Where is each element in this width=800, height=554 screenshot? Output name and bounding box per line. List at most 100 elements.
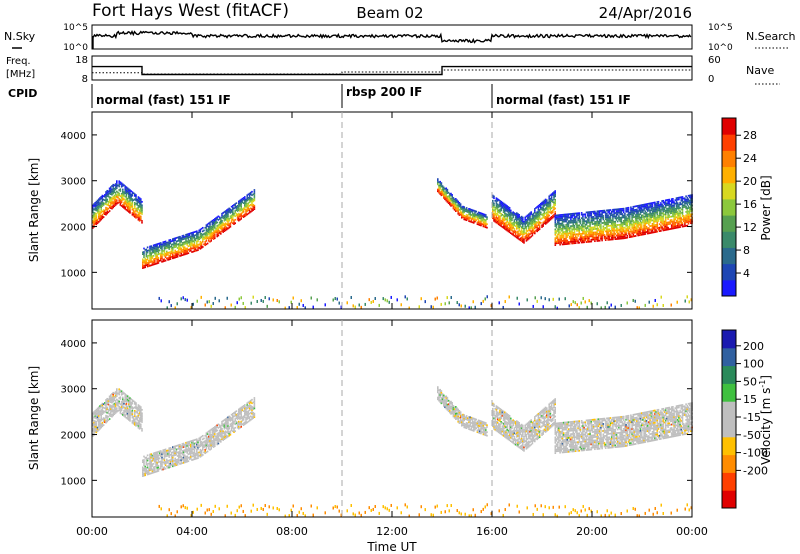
power-echo-cell xyxy=(632,205,635,208)
power-echo-cell xyxy=(134,198,136,201)
power-echo-cell xyxy=(95,218,98,220)
power-echo-cell xyxy=(598,210,601,212)
power-echo-cell xyxy=(217,232,220,235)
power-echo-cell xyxy=(657,216,660,219)
power-echo-cell xyxy=(604,227,607,229)
power-echo-cell xyxy=(687,194,690,197)
velocity-echo-cell xyxy=(136,406,138,409)
power-echo-cell xyxy=(138,204,141,206)
power-echo-cell xyxy=(514,213,517,215)
power-echo-cell xyxy=(114,197,117,199)
power-echo-cell xyxy=(138,202,141,205)
power-echo-cell xyxy=(559,224,561,227)
power-echo-cell xyxy=(517,223,519,226)
power-echo-cell xyxy=(240,212,242,215)
power-echo-cell xyxy=(572,219,575,222)
power-echo-cell xyxy=(209,225,211,227)
power-echo-cell xyxy=(600,237,602,240)
velocity-echo-cell xyxy=(114,399,117,402)
power-echo-cell xyxy=(669,210,672,213)
power-echo-cell xyxy=(520,231,523,234)
power-echo-cell xyxy=(505,228,507,231)
power-echo-cell xyxy=(621,216,624,219)
velocity-echo-cell xyxy=(113,402,116,405)
power-echo-cell xyxy=(606,214,608,217)
power-echo-cell xyxy=(648,221,650,224)
power-echo-cell xyxy=(197,249,199,251)
power-echo-cell xyxy=(154,258,156,260)
power-echo-cell xyxy=(500,202,502,205)
power-echo-cell xyxy=(146,255,149,257)
power-echo-cell xyxy=(597,239,600,242)
power-echo-cell xyxy=(634,217,637,220)
power-echo-cell xyxy=(123,191,125,194)
power-echo-cell xyxy=(202,226,204,229)
power-echo-cell xyxy=(227,213,229,216)
velocity-echo-cell xyxy=(172,456,174,459)
power-echo-cell xyxy=(208,239,210,242)
power-echo-cell xyxy=(161,243,163,246)
power-echo-cell xyxy=(681,203,684,205)
power-echo-cell xyxy=(467,216,469,219)
power-echo-cell xyxy=(516,222,518,225)
velocity-echo-cell xyxy=(143,459,145,461)
power-echo-cell xyxy=(247,209,250,211)
power-echo-cell xyxy=(251,203,253,205)
velocity-echo-cell xyxy=(152,462,155,465)
velocity-echo-cell xyxy=(203,437,205,440)
power-echo-cell xyxy=(235,214,238,217)
noise-right-label: N.Search xyxy=(746,30,796,43)
power-near-range-cell xyxy=(600,306,602,310)
velocity-echo-cell xyxy=(125,394,128,397)
power-echo-cell xyxy=(589,225,591,227)
power-echo-cell xyxy=(128,209,130,211)
power-echo-cell xyxy=(465,210,468,213)
velocity-echo-cell xyxy=(100,419,102,422)
power-echo-cell xyxy=(129,196,131,199)
velocity-echo-cell xyxy=(138,412,141,414)
power-echo-cell xyxy=(96,210,99,212)
power-echo-cell xyxy=(197,240,199,243)
velocity-echo-cell xyxy=(149,464,151,466)
velocity-echo-cell xyxy=(110,415,112,417)
power-echo-cell xyxy=(673,227,675,230)
power-echo-cell xyxy=(172,253,174,256)
power-echo-cell xyxy=(619,220,621,223)
power-echo-cell xyxy=(613,234,615,237)
power-echo-cell xyxy=(685,205,687,208)
power-echo-cell xyxy=(546,204,548,207)
power-echo-cell xyxy=(457,204,459,206)
power-echo-cell xyxy=(667,200,669,203)
power-echo-cell xyxy=(459,210,462,213)
power-echo-cell xyxy=(110,186,112,189)
power-echo-cell xyxy=(657,214,660,217)
power-echo-cell xyxy=(455,203,457,206)
power-echo-cell xyxy=(546,202,548,205)
power-echo-cell xyxy=(561,229,564,232)
power-echo-cell xyxy=(154,245,156,248)
power-echo-cell xyxy=(654,224,656,227)
power-echo-cell xyxy=(439,187,441,190)
power-echo-cell xyxy=(180,254,182,257)
power-echo-cell xyxy=(523,233,525,235)
power-echo-cell xyxy=(531,227,534,230)
power-echo-cell xyxy=(608,216,611,218)
velocity-echo-cell xyxy=(187,442,190,445)
velocity-echo-cell xyxy=(151,458,154,460)
power-echo-cell xyxy=(504,224,506,227)
power-echo-cell xyxy=(120,199,123,202)
power-echo-cell xyxy=(141,206,143,208)
power-echo-cell xyxy=(181,242,184,244)
power-echo-cell xyxy=(690,197,692,200)
power-echo-cell xyxy=(648,202,650,205)
power-echo-cell xyxy=(526,214,529,217)
power-echo-cell xyxy=(556,223,559,225)
power-echo-cell xyxy=(137,206,140,209)
power-echo-cell xyxy=(222,217,224,219)
velocity-echo-cell xyxy=(108,407,111,410)
power-echo-cell xyxy=(227,220,229,223)
noise-left-label: N.Sky xyxy=(4,30,36,43)
power-echo-cell xyxy=(592,226,595,229)
power-echo-cell xyxy=(664,229,667,231)
power-echo-cell xyxy=(558,221,560,224)
